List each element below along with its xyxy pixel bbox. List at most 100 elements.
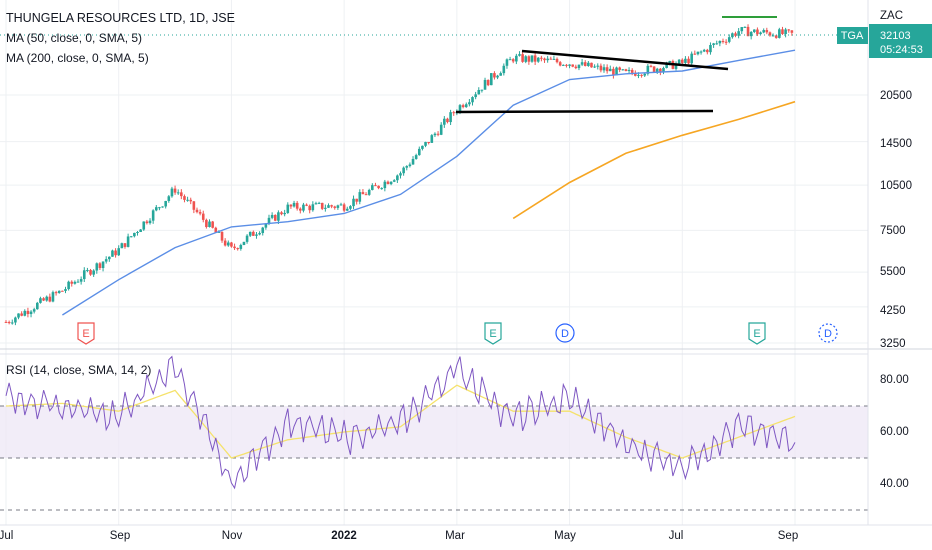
ma200-legend[interactable]: MA (200, close, 0, SMA, 5): [6, 51, 149, 65]
candle: [446, 118, 449, 123]
candle: [170, 188, 174, 197]
candle: [778, 29, 781, 38]
event-earnings-1-letter: E: [82, 328, 89, 340]
candle: [111, 250, 114, 257]
candle: [327, 205, 330, 208]
price-tick: 7500: [880, 225, 906, 237]
event-dividend-2[interactable]: D: [818, 323, 838, 343]
candle: [217, 231, 221, 233]
event-earnings-1[interactable]: E: [77, 322, 95, 345]
event-dividend-1-letter: D: [561, 328, 569, 340]
candle: [61, 290, 64, 292]
candle: [14, 317, 17, 323]
candle: [743, 26, 747, 28]
event-earnings-3[interactable]: E: [748, 322, 766, 345]
candle: [408, 164, 412, 167]
candle: [480, 89, 484, 91]
candle: [605, 67, 609, 72]
candle: [392, 180, 396, 182]
event-dividend-1[interactable]: D: [555, 323, 575, 343]
candle: [164, 200, 167, 207]
candle: [371, 185, 374, 190]
candle: [314, 203, 318, 205]
candle: [154, 207, 158, 211]
candle: [734, 33, 737, 36]
rsi-tick: 40.00: [880, 478, 909, 490]
candle: [26, 310, 30, 315]
candle: [355, 198, 358, 202]
rsi-legend[interactable]: RSI (14, close, SMA, 14, 2): [6, 363, 152, 377]
candle: [342, 204, 346, 211]
resistance-line[interactable]: [455, 109, 714, 114]
candle: [505, 59, 509, 66]
candle: [220, 231, 224, 241]
rsi-series: [5, 355, 796, 490]
rsi-lines: [5, 355, 796, 490]
candle: [439, 124, 443, 135]
candle: [618, 67, 621, 70]
symbol-badge: TGA: [837, 27, 868, 44]
descending-trendline[interactable]: [521, 49, 729, 71]
candle: [615, 67, 618, 76]
candle: [10, 322, 14, 324]
candle: [277, 212, 280, 221]
candle: [64, 289, 67, 291]
candle: [602, 67, 606, 71]
candle: [389, 181, 393, 185]
event-earnings-2[interactable]: E: [484, 322, 502, 345]
time-label: Nov: [222, 530, 243, 542]
candle: [101, 261, 105, 269]
candle: [242, 241, 246, 245]
price-tick: 10500: [880, 180, 912, 192]
candle: [411, 158, 415, 165]
candle: [339, 204, 343, 206]
candle: [280, 212, 283, 215]
candle: [568, 64, 571, 66]
candle: [349, 206, 352, 209]
candle: [261, 227, 265, 234]
candle: [790, 30, 794, 33]
candle: [774, 35, 778, 38]
candle: [258, 233, 261, 235]
candle: [117, 248, 121, 256]
candle: [402, 167, 405, 174]
candle: [104, 259, 108, 262]
candle: [646, 65, 650, 74]
candle: [765, 30, 769, 33]
price-tick: 3250: [880, 338, 906, 350]
candle: [468, 102, 471, 105]
candle: [95, 263, 99, 271]
candle: [787, 29, 791, 31]
candle: [145, 221, 149, 224]
candle: [239, 244, 243, 249]
candle: [781, 29, 784, 35]
candle: [39, 298, 42, 303]
candle: [461, 105, 465, 108]
ma50-series: [62, 49, 796, 316]
candle: [737, 31, 740, 36]
candle: [133, 232, 136, 237]
time-axis[interactable]: Jul Sep Nov 2022 Mar May Jul Sep: [0, 530, 798, 542]
chart-title[interactable]: THUNGELA RESOURCES LTD, 1D, JSE: [6, 11, 235, 25]
rsi-axis[interactable]: 80.00 60.00 40.00: [880, 374, 909, 490]
candle: [590, 62, 593, 68]
candle: [223, 240, 227, 246]
event-dividend-2-letter: D: [824, 328, 832, 340]
candle: [176, 192, 180, 194]
ma50-legend[interactable]: MA (50, close, 0, SMA, 5): [6, 31, 143, 45]
candle: [558, 62, 562, 66]
candle: [192, 201, 196, 210]
candle: [624, 69, 628, 71]
candle: [42, 298, 45, 301]
price-axis[interactable]: 20500 14500 10500 7500 5500 4250 3250: [880, 90, 912, 350]
candle: [67, 281, 70, 290]
rsi-ma-series: [5, 384, 796, 459]
candle: [86, 270, 89, 272]
candle: [608, 68, 612, 72]
candle: [108, 256, 111, 260]
candles: [4, 24, 794, 326]
candle: [180, 192, 183, 197]
candle: [361, 192, 365, 195]
candle: [255, 234, 258, 236]
